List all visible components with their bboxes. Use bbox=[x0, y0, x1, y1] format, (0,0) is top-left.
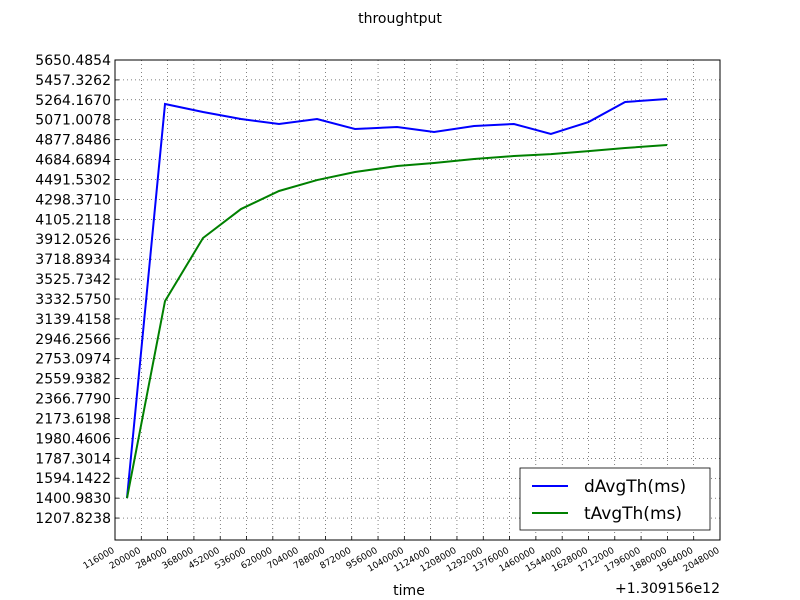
y-tick-label: 2173.6198 bbox=[35, 411, 111, 427]
y-tick-label: 1787.3014 bbox=[35, 451, 111, 467]
y-tick-label: 3912.0526 bbox=[35, 232, 111, 248]
y-tick-label: 5071.0078 bbox=[35, 113, 111, 129]
y-tick-label: 4298.3710 bbox=[35, 192, 111, 208]
y-tick-label: 1207.8238 bbox=[35, 511, 111, 527]
y-tick-label: 5650.4854 bbox=[35, 53, 111, 69]
x-axis-label: time bbox=[393, 583, 425, 599]
y-tick-label: 4877.8486 bbox=[35, 133, 111, 149]
plot-frame bbox=[114, 59, 721, 541]
y-tick-label: 3332.5750 bbox=[35, 292, 111, 308]
data-line bbox=[126, 144, 668, 499]
y-tick-label: 2753.0974 bbox=[35, 352, 111, 368]
legend-label: tAvgTh(ms) bbox=[584, 504, 682, 524]
y-tick-label: 1980.4606 bbox=[35, 431, 111, 447]
y-tick-label: 1400.9830 bbox=[35, 491, 111, 507]
y-tick-label: 4105.2118 bbox=[35, 212, 111, 228]
chart-title: throughtput bbox=[358, 11, 442, 27]
y-tick-label: 2946.2566 bbox=[35, 332, 111, 348]
y-tick-label: 3718.8934 bbox=[35, 252, 111, 268]
y-tick-label: 1594.1422 bbox=[35, 471, 111, 487]
legend-box bbox=[519, 467, 711, 531]
legend-label: dAvgTh(ms) bbox=[584, 477, 686, 497]
y-tick-label: 5264.1670 bbox=[35, 93, 111, 109]
y-tick-label: 4491.5302 bbox=[35, 172, 111, 188]
data-line bbox=[125, 98, 668, 499]
y-tick-label: 3139.4158 bbox=[35, 312, 111, 328]
x-offset-text: +1.309156e12 bbox=[615, 581, 720, 597]
y-tick-label: 4684.6894 bbox=[35, 153, 111, 169]
y-tick-label: 5457.3262 bbox=[35, 73, 111, 89]
y-tick-label: 2559.9382 bbox=[35, 372, 111, 388]
legend: dAvgTh(ms) tAvgTh(ms) bbox=[519, 467, 711, 531]
y-tick-label: 2366.7790 bbox=[35, 392, 111, 408]
y-tick-label: 3525.7342 bbox=[35, 272, 111, 288]
